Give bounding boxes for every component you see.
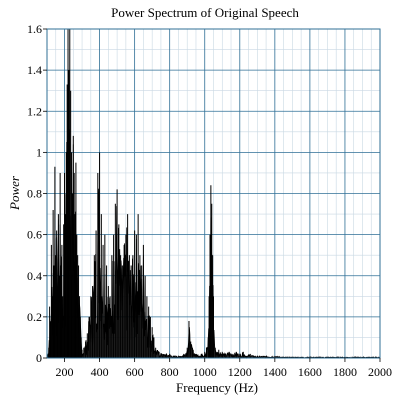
y-tick-label: 0.6 xyxy=(27,228,42,242)
data-layer xyxy=(46,29,381,359)
y-tick-label: 1 xyxy=(36,145,42,159)
x-tick-label: 1000 xyxy=(193,365,217,379)
y-tick-label: 0.4 xyxy=(27,269,42,283)
y-tick-label: 0.8 xyxy=(27,187,42,201)
x-axis-ticks: 200 400 600 800 1000 1200 1400 1600 1800 2000 xyxy=(56,358,392,379)
x-tick-label: 800 xyxy=(161,365,179,379)
x-tick-label: 600 xyxy=(126,365,144,379)
x-tick-label: 2000 xyxy=(368,365,392,379)
y-axis-label: Power xyxy=(7,175,22,211)
y-tick-label: 1.2 xyxy=(27,104,42,118)
x-tick-label: 1800 xyxy=(333,365,357,379)
x-tick-label: 200 xyxy=(56,365,74,379)
y-tick-label: 1.6 xyxy=(27,22,42,36)
y-tick-label: 0.2 xyxy=(27,310,42,324)
x-tick-label: 1200 xyxy=(228,365,252,379)
y-tick-label: 1.4 xyxy=(27,63,42,77)
x-tick-label: 1400 xyxy=(263,365,287,379)
x-axis-label: Frequency (Hz) xyxy=(176,380,258,395)
x-tick-label: 400 xyxy=(91,365,109,379)
chart-title: Power Spectrum of Original Speech xyxy=(111,5,299,20)
x-tick-label: 1600 xyxy=(298,365,322,379)
y-axis-ticks: 0 0.2 0.4 0.6 0.8 1 1.2 1.4 1.6 xyxy=(27,22,47,365)
y-tick-label: 0 xyxy=(36,351,42,365)
